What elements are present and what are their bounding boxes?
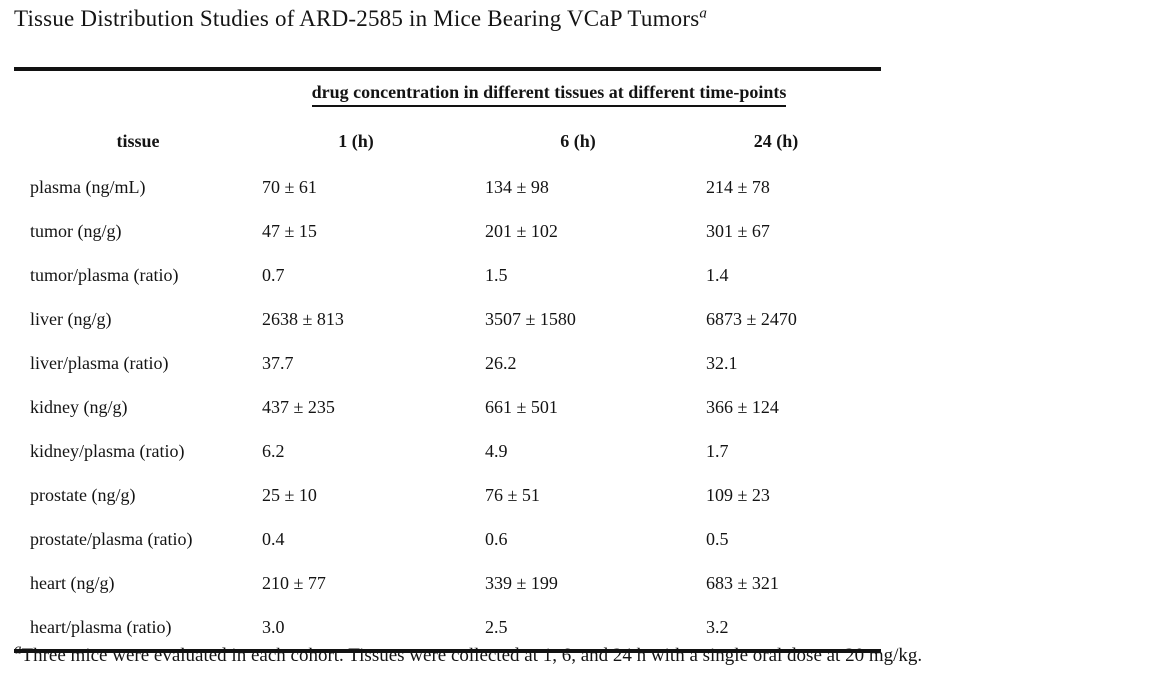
row-value: 4.9	[485, 440, 508, 461]
row-value: 0.6	[485, 528, 508, 549]
row-value: 26.2	[485, 352, 517, 373]
column-header-24h: 24 (h)	[753, 130, 799, 151]
column-header-tissue: tissue	[116, 130, 160, 151]
footnote-text: Three mice were evaluated in each cohort…	[21, 645, 923, 666]
row-value: 3507 ± 1580	[485, 308, 576, 329]
row-value: 366 ± 124	[706, 396, 779, 417]
row-value: 437 ± 235	[262, 396, 335, 417]
row-value: 0.5	[706, 528, 729, 549]
row-value: 210 ± 77	[262, 572, 326, 593]
row-value: 201 ± 102	[485, 220, 558, 241]
table-row: tumor/plasma (ratio) 0.7 1.5 1.4	[14, 253, 881, 297]
row-label: tumor/plasma (ratio)	[30, 264, 179, 285]
column-header-6h: 6 (h)	[560, 130, 596, 151]
row-value: 0.4	[262, 528, 285, 549]
row-value: 134 ± 98	[485, 176, 549, 197]
row-value: 76 ± 51	[485, 484, 540, 505]
table-title-text: Tissue Distribution Studies of ARD-2585 …	[14, 6, 700, 31]
row-label: prostate/plasma (ratio)	[30, 528, 193, 549]
empty-header-cell	[14, 69, 262, 117]
footnote-marker: a	[14, 641, 22, 658]
row-label: liver/plasma (ratio)	[30, 352, 169, 373]
title-footnote-marker: a	[699, 5, 708, 22]
table-row: heart/plasma (ratio) 3.0 2.5 3.2	[14, 605, 881, 651]
row-value: 6873 ± 2470	[706, 308, 797, 329]
row-label: heart (ng/g)	[30, 572, 115, 593]
row-value: 1.5	[485, 264, 508, 285]
table-row: prostate (ng/g) 25 ± 10 76 ± 51 109 ± 23	[14, 473, 881, 517]
row-value: 214 ± 78	[706, 176, 770, 197]
row-value: 3.2	[706, 616, 729, 637]
row-value: 1.4	[706, 264, 729, 285]
row-value: 47 ± 15	[262, 220, 317, 241]
footnote: aThree mice were evaluated in each cohor…	[14, 641, 1154, 669]
table-row: tumor (ng/g) 47 ± 15 201 ± 102 301 ± 67	[14, 209, 881, 253]
span-header-text: drug concentration in different tissues …	[311, 82, 787, 107]
row-value: 2.5	[485, 616, 508, 637]
row-label: prostate (ng/g)	[30, 484, 136, 505]
table-row: plasma (ng/mL) 70 ± 61 134 ± 98 214 ± 78	[14, 165, 881, 209]
row-value: 2638 ± 813	[262, 308, 344, 329]
table-row: liver/plasma (ratio) 37.7 26.2 32.1	[14, 341, 881, 385]
row-label: kidney/plasma (ratio)	[30, 440, 185, 461]
row-value: 1.7	[706, 440, 729, 461]
span-header-cell: drug concentration in different tissues …	[262, 69, 881, 117]
row-value: 661 ± 501	[485, 396, 558, 417]
table-row: kidney (ng/g) 437 ± 235 661 ± 501 366 ± …	[14, 385, 881, 429]
tissue-distribution-table: drug concentration in different tissues …	[14, 67, 882, 653]
row-label: tumor (ng/g)	[30, 220, 122, 241]
row-value: 109 ± 23	[706, 484, 770, 505]
row-label: kidney (ng/g)	[30, 396, 128, 417]
table-title: Tissue Distribution Studies of ARD-2585 …	[14, 6, 707, 32]
row-value: 0.7	[262, 264, 285, 285]
span-header-row: drug concentration in different tissues …	[14, 69, 881, 117]
row-value: 6.2	[262, 440, 285, 461]
row-value: 3.0	[262, 616, 285, 637]
row-label: heart/plasma (ratio)	[30, 616, 172, 637]
table-body: plasma (ng/mL) 70 ± 61 134 ± 98 214 ± 78…	[14, 165, 881, 651]
table-row: prostate/plasma (ratio) 0.4 0.6 0.5	[14, 517, 881, 561]
table-head: drug concentration in different tissues …	[14, 69, 881, 165]
row-value: 32.1	[706, 352, 738, 373]
table-row: liver (ng/g) 2638 ± 813 3507 ± 1580 6873…	[14, 297, 881, 341]
row-value: 37.7	[262, 352, 294, 373]
row-value: 339 ± 199	[485, 572, 558, 593]
column-header-1h: 1 (h)	[338, 130, 374, 151]
row-value: 70 ± 61	[262, 176, 317, 197]
row-value: 683 ± 321	[706, 572, 779, 593]
row-label: plasma (ng/mL)	[30, 176, 146, 197]
table-row: heart (ng/g) 210 ± 77 339 ± 199 683 ± 32…	[14, 561, 881, 605]
row-value: 301 ± 67	[706, 220, 770, 241]
row-value: 25 ± 10	[262, 484, 317, 505]
column-header-row: tissue 1 (h) 6 (h) 24 (h)	[14, 117, 881, 165]
row-label: liver (ng/g)	[30, 308, 112, 329]
table-row: kidney/plasma (ratio) 6.2 4.9 1.7	[14, 429, 881, 473]
